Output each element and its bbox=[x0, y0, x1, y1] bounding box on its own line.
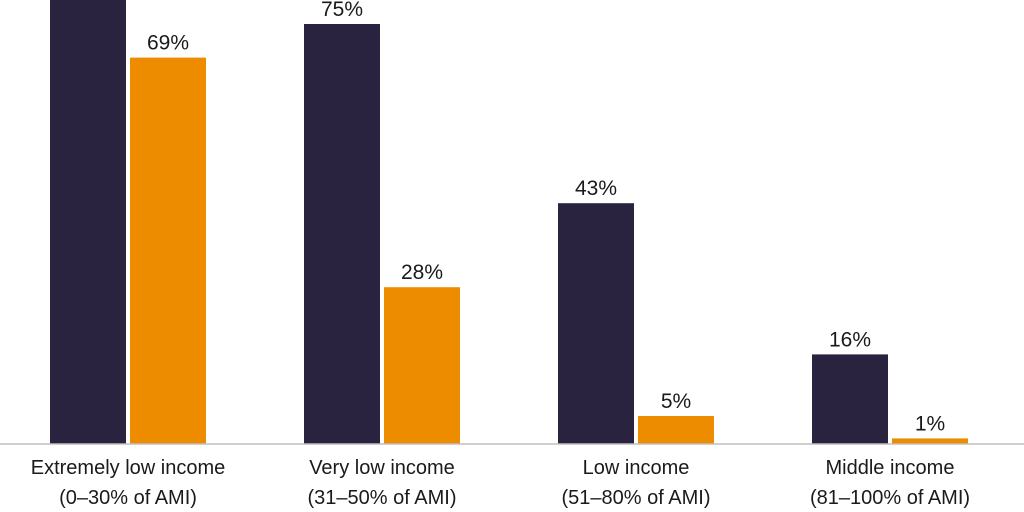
bar-series-2-category-1 bbox=[130, 57, 206, 444]
bar-series-1-category-3 bbox=[558, 203, 634, 444]
category-label-4-line-2: (81–100% of AMI) bbox=[810, 487, 970, 509]
bar-series-1-category-1 bbox=[50, 0, 126, 445]
category-label-2-line-2: (31–50% of AMI) bbox=[308, 487, 457, 509]
labels-group: 75% 43% 16% 69% 28% 5% 1% Extremely low income (… bbox=[31, 0, 970, 509]
bar-series-2-category-2 bbox=[384, 287, 460, 444]
category-label-4-line-1: Middle income bbox=[826, 457, 955, 479]
data-label-series-2-category-1: 69% bbox=[147, 32, 189, 55]
bar-series-2-category-3 bbox=[638, 416, 714, 444]
category-label-1-line-1: Extremely low income bbox=[31, 457, 226, 479]
category-label-1-line-2: (0–30% of AMI) bbox=[59, 487, 197, 509]
bar-series-1-category-2 bbox=[304, 24, 380, 444]
bar-series-1-category-4 bbox=[812, 354, 888, 444]
category-label-2-line-1: Very low income bbox=[309, 457, 455, 479]
data-label-series-1-category-3: 43% bbox=[575, 177, 617, 200]
data-label-series-2-category-3: 5% bbox=[661, 390, 691, 413]
data-label-series-2-category-4: 1% bbox=[915, 412, 945, 435]
bar-series-2-category-4 bbox=[892, 438, 968, 444]
bars-group bbox=[50, 0, 968, 445]
data-label-series-1-category-2: 75% bbox=[321, 0, 363, 21]
data-label-series-2-category-2: 28% bbox=[401, 261, 443, 284]
data-label-series-1-category-4: 16% bbox=[829, 328, 871, 351]
category-label-3-line-2: (51–80% of AMI) bbox=[562, 487, 711, 509]
category-label-3-line-1: Low income bbox=[583, 457, 690, 479]
